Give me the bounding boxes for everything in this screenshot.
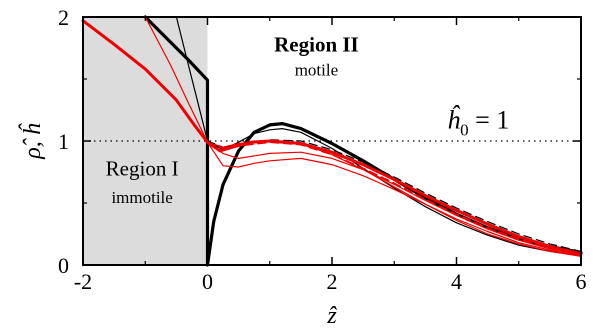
- x-tick-label-1: 0: [202, 269, 213, 294]
- series-layer: [81, 15, 583, 267]
- y-axis-label: ρ̂, ĥ: [19, 122, 46, 160]
- y-tick-label-1: 1: [58, 129, 69, 154]
- region-i-subtitle: immotile: [111, 188, 172, 207]
- series-line-5: [144, 16, 582, 257]
- series-line-7: [206, 141, 582, 257]
- x-tick-label-4: 6: [576, 269, 587, 294]
- x-tick-label-2: 2: [327, 269, 338, 294]
- region-ii-title: Region II: [274, 33, 359, 57]
- series-line-2: [175, 16, 582, 256]
- region-ii-subtitle: motile: [295, 60, 338, 79]
- h0-annotation-symbol: ĥ: [447, 106, 461, 135]
- y-tick-label-0: 0: [58, 253, 69, 278]
- series-line-8: [206, 141, 582, 255]
- series-line-6: [206, 142, 582, 256]
- plot-area: [81, 15, 583, 267]
- axis-ticks: [82, 16, 582, 266]
- x-axis-label: ẑ: [326, 303, 337, 329]
- region-i-title: Region I: [106, 157, 179, 181]
- h0-annotation-subscript: 0: [460, 121, 469, 140]
- x-tick-label-3: 4: [451, 269, 462, 294]
- h0-annotation-value: = 1: [469, 106, 510, 135]
- x-tick-label-0: -2: [74, 269, 92, 294]
- series-line-3: [206, 139, 582, 252]
- h0-annotation: ĥ0 = 1: [447, 106, 509, 140]
- y-tick-label-2: 2: [58, 5, 69, 30]
